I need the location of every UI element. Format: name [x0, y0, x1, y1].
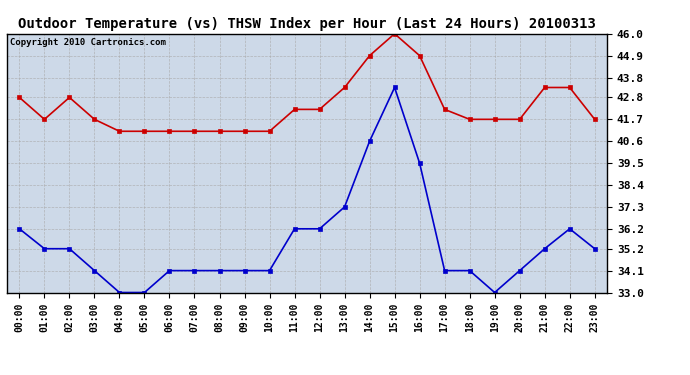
Text: Copyright 2010 Cartronics.com: Copyright 2010 Cartronics.com	[10, 38, 166, 46]
Title: Outdoor Temperature (vs) THSW Index per Hour (Last 24 Hours) 20100313: Outdoor Temperature (vs) THSW Index per …	[18, 17, 596, 31]
